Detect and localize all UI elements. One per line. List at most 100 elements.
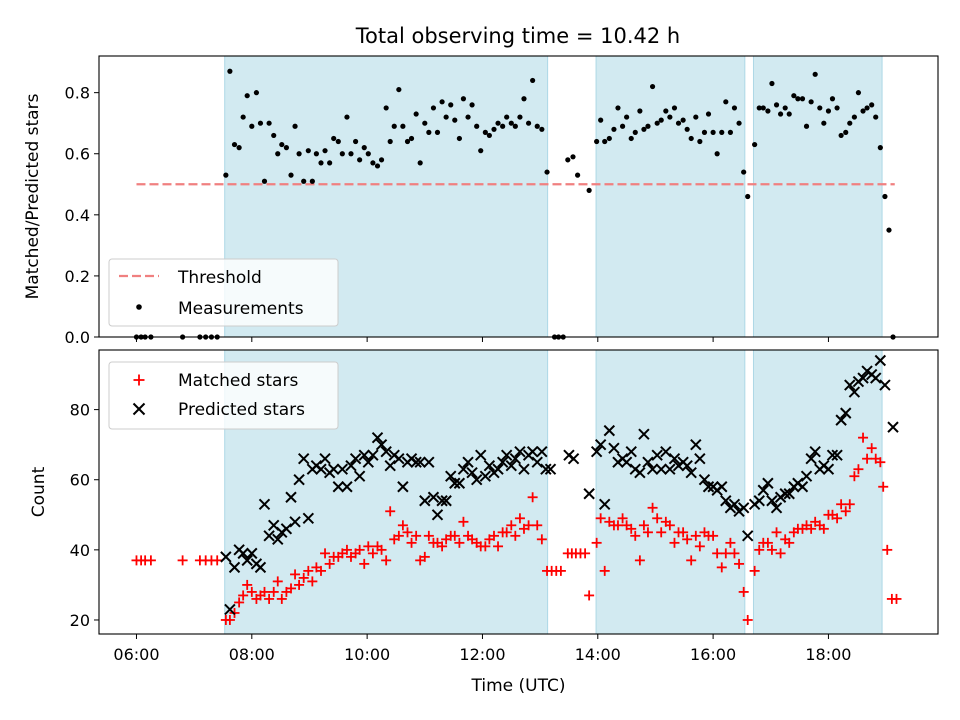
top-legend-box: [108, 258, 339, 327]
measurement-point: [253, 90, 260, 96]
matched-point: [359, 558, 370, 569]
measurement-point: [864, 105, 870, 111]
measurement-point: [654, 120, 660, 126]
predicted-point: [544, 463, 557, 475]
matched-point: [832, 513, 843, 524]
matched-point: [775, 548, 786, 559]
x-stroke: [770, 502, 783, 514]
predicted-point: [728, 498, 741, 510]
predicted-point: [536, 445, 548, 458]
legend-threshold-label: Threshold: [177, 268, 262, 288]
predicted-point: [367, 449, 379, 461]
observing-span-3: [752, 349, 883, 635]
measurement-point: [344, 114, 350, 120]
x-stroke: [728, 498, 741, 510]
top-y-axis-label: Matched/Predicted stars: [23, 93, 43, 299]
measurement-point: [443, 114, 449, 120]
predicted-point: [857, 372, 869, 384]
measurement-point: [611, 126, 617, 132]
predicted-point: [540, 463, 552, 475]
predicted-point: [492, 463, 504, 475]
predicted-point: [694, 452, 706, 465]
measurement-point: [860, 108, 866, 114]
predicted-point: [840, 407, 852, 419]
matched-point: [224, 614, 235, 625]
predicted-point: [698, 474, 711, 486]
x-stroke: [397, 481, 409, 493]
legend-predicted-swatch: [132, 402, 146, 416]
x-stroke: [826, 449, 839, 461]
x-stroke: [509, 452, 522, 465]
measurement-point: [465, 114, 471, 120]
measurement-point: [292, 123, 298, 129]
measurement-point: [752, 141, 758, 148]
measurement-point: [632, 129, 638, 135]
x-stroke: [293, 474, 305, 486]
x-stroke: [526, 445, 539, 458]
predicted-point: [509, 452, 522, 465]
measurement-point: [469, 102, 475, 108]
measurement-point: [387, 138, 393, 145]
x-stroke: [436, 495, 448, 507]
x-stroke: [536, 445, 548, 458]
matched-point: [419, 551, 430, 562]
x-stroke: [393, 452, 405, 465]
predicted-point: [241, 554, 253, 567]
x-stroke: [224, 603, 236, 616]
matched-point: [749, 565, 760, 576]
measurement-point: [741, 169, 747, 175]
x-stroke: [590, 445, 603, 458]
matched-point: [738, 586, 749, 597]
measurement-point: [851, 114, 857, 120]
predicted-point: [603, 424, 616, 437]
top-x-ticks: [135, 337, 829, 342]
x-stroke: [540, 463, 552, 475]
measurement-point: [257, 120, 264, 126]
x-stroke: [668, 452, 681, 465]
x-stroke: [757, 484, 769, 496]
measurement-point: [478, 148, 484, 154]
measurement-point: [236, 145, 242, 151]
matched-point: [294, 579, 305, 590]
measurement-point: [491, 126, 497, 132]
legend-measurements-swatch: [136, 304, 142, 310]
observing-span-2: [595, 349, 746, 635]
measurement-point: [782, 105, 788, 111]
matched-point: [238, 590, 249, 601]
measurement-point: [474, 123, 480, 129]
x-stroke: [254, 561, 267, 574]
measurement-point: [266, 120, 272, 126]
measurement-point: [413, 111, 419, 117]
matched-point: [617, 513, 628, 524]
x-stroke: [380, 445, 392, 458]
x-stroke: [720, 495, 732, 507]
x-stroke: [879, 379, 891, 391]
x-stroke: [492, 463, 504, 475]
measurement-point: [795, 96, 801, 102]
measurement-point: [348, 151, 354, 157]
predicted-point: [466, 467, 478, 479]
measurement-point: [422, 120, 428, 126]
measurement-point: [882, 193, 888, 200]
matched-point: [385, 506, 396, 517]
predicted-point: [254, 561, 267, 574]
matched-point: [595, 513, 606, 524]
measurement-point: [843, 129, 849, 135]
measurement-point: [361, 145, 367, 151]
measurement-point: [697, 138, 703, 145]
predicted-point: [285, 491, 297, 503]
measurement-point: [769, 80, 775, 87]
x-tick-label: 18:00: [805, 645, 851, 664]
predicted-point: [358, 449, 370, 461]
measurement-point: [570, 154, 576, 160]
matched-point: [647, 502, 658, 513]
bottom-y-tick-label: 60: [70, 471, 90, 490]
measurement-point: [745, 193, 751, 200]
x-stroke: [349, 452, 362, 465]
predicted-point: [762, 477, 774, 489]
measurement-point: [486, 132, 492, 139]
x-stroke: [289, 516, 301, 528]
matched-point: [290, 569, 301, 580]
matched-point: [393, 530, 404, 541]
measurement-point: [637, 108, 643, 114]
